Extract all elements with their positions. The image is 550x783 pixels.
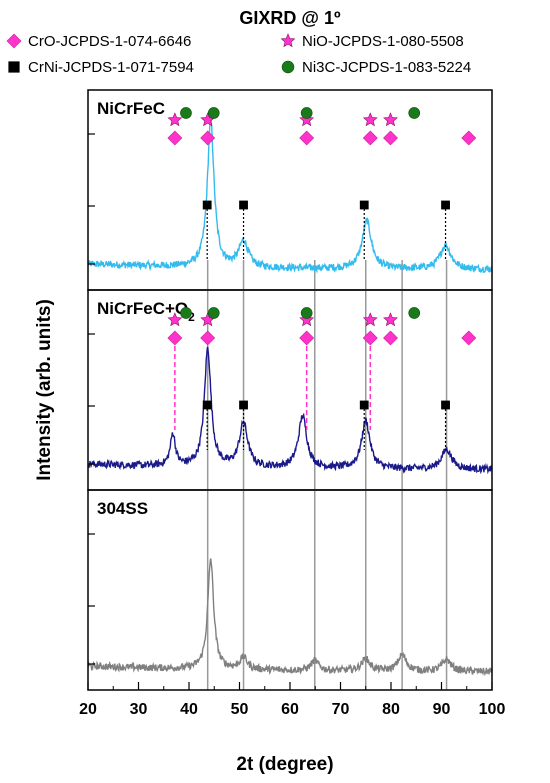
series-label: NiCrFeC [97,99,165,118]
ni3c-marker [180,307,192,319]
crni-marker [441,200,450,210]
nio-marker [383,112,398,127]
nio-marker [362,312,378,327]
cro-marker [461,130,477,146]
nio-marker [167,112,183,127]
x-tick-label: 50 [231,701,249,718]
cro-marker [299,130,315,146]
panel-frame [87,89,493,291]
legend-marker-star [280,33,296,48]
cro-marker [383,330,398,346]
x-tick-label: 60 [281,701,299,718]
x-tick-label: 80 [382,701,400,718]
legend: CrO-JCPDS-1-074-6646 NiO-JCPDS-1-080-5508… [6,33,471,76]
cro-marker [167,330,183,346]
nio-marker [299,112,315,127]
x-tick-label: 40 [180,701,198,718]
cro-marker [200,130,216,146]
series-label: 304SS [97,499,148,518]
nio-marker [383,312,398,327]
cro-marker [167,130,183,146]
legend-label: CrNi-JCPDS-1-071-7594 [28,59,194,76]
panel-frame [87,489,493,691]
x-tick-label: 100 [479,701,506,718]
legend-marker-square [8,61,20,73]
crni-marker [359,400,369,410]
ni3c-marker [408,307,421,319]
chart-title: GIXRD @ 1º [239,8,341,28]
nio-marker [299,312,315,327]
crni-marker [239,200,248,210]
nio-marker [362,112,378,127]
crni-marker [202,400,212,410]
y-axis-label: Intensity (arb. units) [34,299,55,481]
crni-marker [441,400,450,410]
panel-2: NiCrFeC+O2 [87,289,493,491]
ni3c-marker [408,107,421,119]
cro-marker [200,330,216,346]
legend-label: CrO-JCPDS-1-074-6646 [28,33,191,50]
x-tick-label: 90 [433,701,451,718]
cro-marker [299,330,315,346]
x-tick-label: 70 [332,701,350,718]
legend-marker-circle [281,60,295,74]
crni-marker [359,200,369,210]
cro-marker [362,330,378,346]
legend-label: NiO-JCPDS-1-080-5508 [302,33,464,50]
x-tick-label: 30 [130,701,148,718]
panel-1: NiCrFeC [87,89,493,291]
crni-marker [202,200,212,210]
ni3c-marker [180,107,192,119]
panel-3: 304SS [87,489,493,691]
spectrum-line [87,117,493,274]
x-axis-label: 2t (degree) [236,754,333,775]
ni3c-marker [207,107,220,119]
crni-marker [239,400,248,410]
ni3c-marker [207,307,220,319]
panels: NiCrFeC NiCrFeC+O2 304SS [87,89,493,691]
legend-marker-diamond [6,33,22,49]
x-tick-label: 20 [79,701,97,718]
series-label-subscript: 2 [188,310,195,324]
cro-marker [461,330,477,346]
axes: 20 30 40 50 60 70 80 90 100 [79,682,505,718]
cro-marker [362,130,378,146]
ni3c-marker [300,307,313,319]
spectrum-line [87,346,493,475]
spectrum-line [87,558,493,677]
nio-marker [167,312,183,327]
cro-marker [383,130,398,146]
legend-label: Ni3C-JCPDS-1-083-5224 [302,59,471,76]
ni3c-marker [300,107,313,119]
